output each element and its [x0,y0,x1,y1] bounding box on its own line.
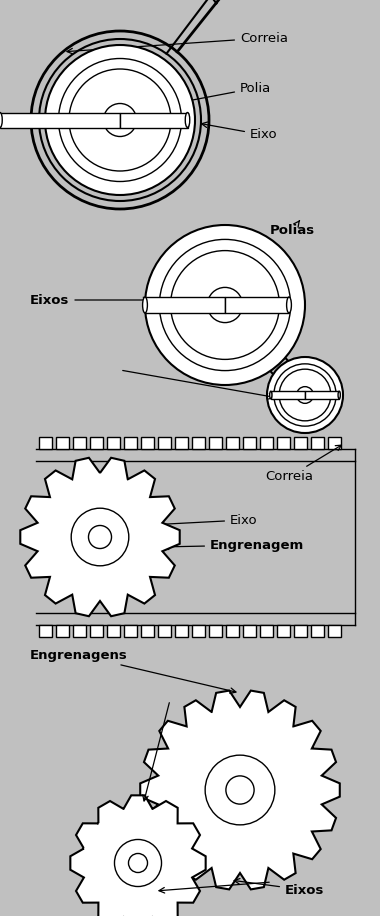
Polygon shape [328,625,341,637]
Circle shape [267,357,343,433]
Bar [0,113,120,127]
Polygon shape [56,437,69,449]
Polygon shape [311,437,324,449]
Text: Correia: Correia [67,31,288,54]
Polygon shape [140,691,340,889]
Polygon shape [294,625,307,637]
Text: Polias: Polias [270,221,315,236]
Ellipse shape [0,113,2,127]
Polygon shape [70,795,206,916]
Polygon shape [158,625,171,637]
Polygon shape [20,458,180,616]
Circle shape [159,239,291,371]
Circle shape [89,526,111,549]
Text: Correia: Correia [265,445,341,484]
Circle shape [205,755,275,825]
Polygon shape [158,437,171,449]
Text: Polia: Polia [144,82,271,111]
Polygon shape [260,625,273,637]
Polygon shape [209,437,222,449]
Ellipse shape [270,391,272,398]
Circle shape [279,369,331,420]
Bar [305,391,339,398]
Polygon shape [226,625,239,637]
Bar [120,113,187,127]
Ellipse shape [142,297,147,313]
Polygon shape [277,625,290,637]
Polygon shape [328,437,341,449]
Circle shape [274,364,336,426]
Circle shape [45,45,195,195]
Circle shape [69,69,171,171]
Polygon shape [124,625,137,637]
Text: Eixo: Eixo [202,122,278,141]
Polygon shape [277,437,290,449]
Ellipse shape [338,391,340,398]
Ellipse shape [185,113,190,127]
Circle shape [128,854,147,873]
Circle shape [226,776,254,804]
Polygon shape [243,437,256,449]
Polygon shape [294,437,307,449]
Polygon shape [175,625,188,637]
Polygon shape [209,625,222,637]
Circle shape [297,387,314,403]
Circle shape [71,508,129,566]
Text: Engrenagem: Engrenagem [163,539,304,551]
Polygon shape [260,437,273,449]
Circle shape [114,839,162,887]
Circle shape [59,59,182,181]
Polygon shape [39,625,52,637]
Polygon shape [226,437,239,449]
Text: Eixos: Eixos [30,293,149,307]
Polygon shape [243,625,256,637]
Polygon shape [311,625,324,637]
Circle shape [207,288,242,322]
Polygon shape [73,625,86,637]
Text: Engrenagens: Engrenagens [30,649,236,693]
Bar [271,391,305,398]
Polygon shape [141,625,154,637]
Polygon shape [192,437,205,449]
Polygon shape [73,437,86,449]
Bar [145,297,225,313]
Bar [225,297,289,313]
Polygon shape [39,437,52,449]
Polygon shape [192,625,205,637]
Circle shape [145,225,305,385]
Polygon shape [141,437,154,449]
Circle shape [103,104,136,136]
Polygon shape [56,625,69,637]
Polygon shape [90,437,103,449]
Text: Eixos: Eixos [234,878,325,897]
Polygon shape [107,437,120,449]
Text: Eixo: Eixo [114,514,258,529]
Polygon shape [124,437,137,449]
Circle shape [171,251,279,359]
Polygon shape [90,625,103,637]
Polygon shape [175,437,188,449]
Polygon shape [107,625,120,637]
Ellipse shape [287,297,291,313]
